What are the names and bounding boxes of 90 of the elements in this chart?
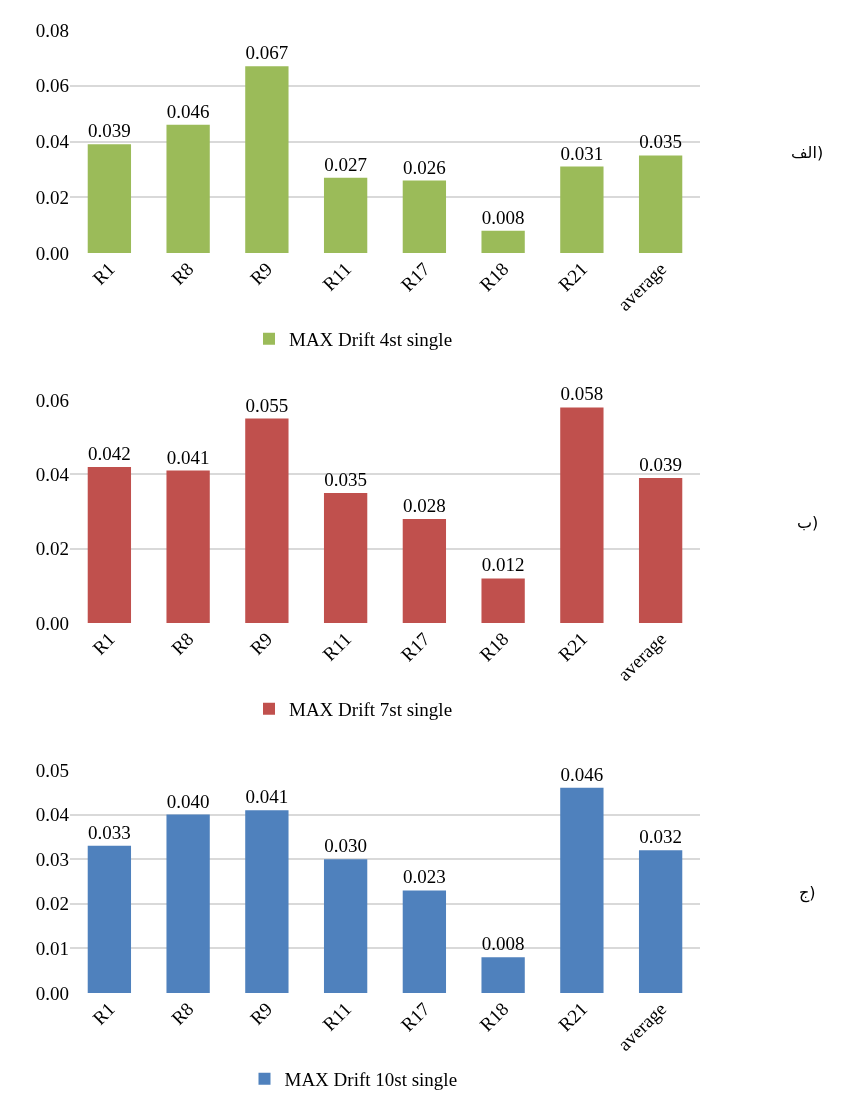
x-tick-label: R9 bbox=[245, 998, 277, 1029]
y-tick-label: 0.02 bbox=[35, 186, 69, 208]
x-tick-label: R17 bbox=[396, 628, 434, 666]
x-tick-label: R8 bbox=[167, 628, 198, 659]
bar bbox=[638, 850, 683, 993]
bar bbox=[245, 810, 289, 993]
legend-label: MAX Drift 7st single bbox=[289, 699, 453, 721]
text: ج) bbox=[799, 883, 816, 903]
data-label: 0.027 bbox=[324, 153, 367, 175]
data-label: 0.039 bbox=[639, 454, 682, 476]
data-label: 0.033 bbox=[88, 821, 131, 843]
data-label: 0.032 bbox=[639, 826, 682, 848]
data-label: 0.039 bbox=[88, 120, 131, 142]
x-tick-label: R21 bbox=[554, 258, 592, 296]
x-tick-label: R18 bbox=[475, 628, 513, 666]
x-tick-label: R1 bbox=[88, 998, 119, 1029]
data-label: 0.008 bbox=[481, 933, 525, 955]
bar bbox=[166, 470, 210, 623]
bar bbox=[638, 155, 683, 253]
data-label: 0.031 bbox=[560, 142, 604, 164]
bar bbox=[402, 890, 447, 993]
data-label: 0.008 bbox=[481, 206, 525, 228]
text: الف) bbox=[791, 143, 824, 162]
data-label: 0.030 bbox=[324, 835, 367, 857]
bar bbox=[323, 859, 368, 993]
bar bbox=[481, 957, 525, 993]
data-label: 0.026 bbox=[403, 156, 446, 178]
x-tick-label: R11 bbox=[318, 998, 356, 1035]
data-label: 0.042 bbox=[88, 442, 131, 464]
y-tick-label: 0.00 bbox=[35, 982, 69, 1004]
x-tick-label: R18 bbox=[475, 998, 513, 1036]
x-tick-label: R11 bbox=[318, 628, 356, 665]
x-tick-label: R18 bbox=[475, 258, 513, 296]
data-label: 0.055 bbox=[245, 394, 289, 416]
bar bbox=[560, 407, 604, 623]
x-tick-label: R11 bbox=[318, 258, 356, 295]
x-tick-label: R9 bbox=[245, 628, 277, 659]
data-label: 0.023 bbox=[403, 866, 446, 888]
x-tick-label: R8 bbox=[167, 258, 198, 289]
data-label: 0.028 bbox=[403, 494, 446, 516]
x-tick-label: R8 bbox=[167, 998, 198, 1029]
x-tick-label: R17 bbox=[396, 998, 434, 1036]
x-tick-label: R1 bbox=[88, 258, 119, 289]
data-label: 0.041 bbox=[166, 446, 210, 468]
y-tick-label: 0.06 bbox=[35, 75, 69, 97]
bar bbox=[87, 144, 132, 253]
legend-label: MAX Drift 10st single bbox=[284, 1069, 458, 1091]
data-label: 0.046 bbox=[560, 763, 604, 785]
data-label: 0.040 bbox=[166, 790, 210, 812]
bar bbox=[87, 466, 132, 623]
bar bbox=[402, 180, 447, 253]
data-label: 0.041 bbox=[245, 786, 289, 808]
bar bbox=[402, 518, 447, 623]
data-label: 0.012 bbox=[481, 554, 525, 576]
bar bbox=[166, 814, 210, 993]
y-tick-label: 0.03 bbox=[35, 848, 69, 870]
y-tick-label: 0.02 bbox=[35, 893, 69, 915]
bar bbox=[87, 845, 132, 993]
y-tick-label: 0.04 bbox=[35, 131, 70, 153]
data-label: 0.046 bbox=[166, 100, 210, 122]
bar bbox=[560, 166, 604, 253]
data-label: 0.067 bbox=[245, 42, 289, 64]
data-label: 0.035 bbox=[324, 468, 367, 490]
y-tick-label: 0.06 bbox=[35, 389, 69, 411]
bar bbox=[481, 230, 525, 253]
x-tick-label: R21 bbox=[554, 998, 592, 1036]
x-tick-label: R9 bbox=[245, 258, 277, 289]
x-tick-label: R17 bbox=[396, 258, 434, 296]
x-tick-label: R21 bbox=[554, 628, 592, 666]
bar bbox=[166, 124, 210, 253]
y-tick-label: 0.05 bbox=[35, 759, 69, 781]
data-label: 0.058 bbox=[560, 383, 604, 405]
legend-label: MAX Drift 4st single bbox=[289, 329, 453, 351]
bar bbox=[560, 787, 604, 993]
y-tick-label: 0.02 bbox=[35, 538, 69, 560]
x-tick-label: R1 bbox=[88, 628, 119, 659]
text: ب) bbox=[797, 513, 819, 532]
y-tick-label: 0.00 bbox=[35, 242, 69, 264]
y-tick-label: 0.00 bbox=[35, 612, 69, 634]
y-tick-label: 0.04 bbox=[35, 463, 70, 485]
bar bbox=[638, 478, 683, 623]
bar bbox=[245, 418, 289, 623]
bar bbox=[245, 66, 289, 253]
bar bbox=[481, 578, 525, 623]
bar bbox=[323, 492, 368, 623]
y-tick-label: 0.01 bbox=[35, 938, 69, 960]
y-tick-label: 0.08 bbox=[35, 19, 69, 41]
bar bbox=[323, 177, 368, 253]
data-label: 0.035 bbox=[639, 131, 682, 153]
y-tick-label: 0.04 bbox=[35, 804, 70, 826]
